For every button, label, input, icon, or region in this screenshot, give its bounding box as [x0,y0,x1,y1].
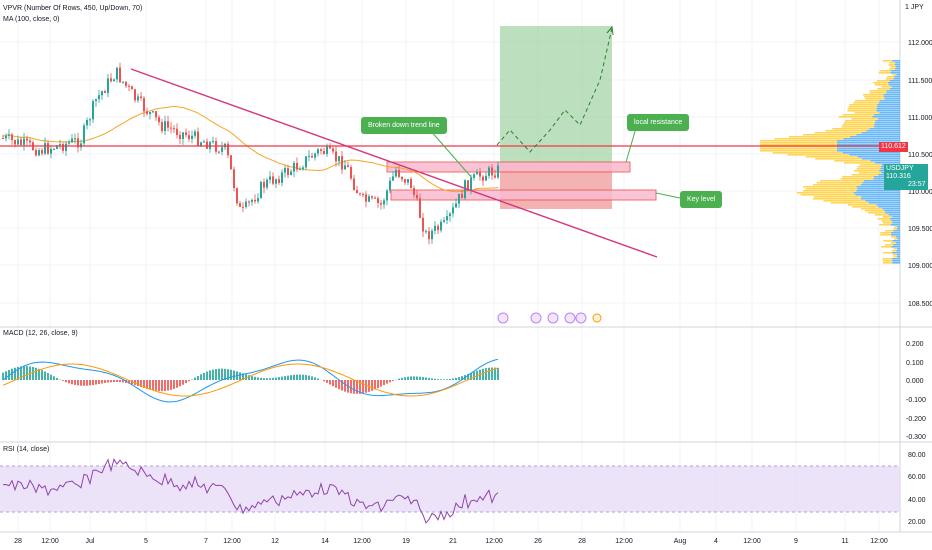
callout-pointer [625,127,637,163]
ma-line[interactable] [2,105,499,193]
time-axis-label: 12:00 [41,538,59,545]
price-axis-label: 110.500 [908,152,932,159]
symbol-label: USDJPY [886,165,914,172]
time-axis-label: 19 [402,538,410,545]
macd-axis-label: 0.000 [906,378,924,385]
time-axis-label: 4 [714,538,718,545]
price-axis-label: 112.000 [908,40,932,47]
macd-line[interactable] [2,358,499,403]
time-axis-label: Aug [674,538,687,545]
rsi-axis-label: 60.00 [908,474,926,481]
price-label: 110.316 [886,173,911,180]
callout-local-resistance[interactable]: local resistance [627,114,690,131]
time-axis[interactable]: 28 12:00 Jul 5 7 12:00 12 14 12:00 19 21 12:00 26 28 1… [14,538,888,545]
macd-histogram [2,366,499,394]
countdown-label: 23:57 [908,181,926,188]
macd-signal-line[interactable] [2,363,499,397]
time-axis-label: 12:00 [743,538,761,545]
resistance-price-tag: 110.612 [879,142,908,152]
event-icons[interactable] [497,312,602,324]
key-level-box[interactable] [390,189,657,201]
time-axis-label: 12 [271,538,279,545]
macd-legend[interactable]: MACD (12, 26, close, 9) [3,330,78,337]
rsi-axis-label: 20.00 [908,519,926,526]
macd-axis[interactable]: 0.200 0.100 0.000 -0.100 -0.200 -0.300 [906,341,926,441]
callout-trend-break[interactable]: Broken down trend line [361,117,447,134]
price-axis-label: 110.000 [908,189,932,196]
price-axis-label: 108.500 [908,301,932,308]
grid-lines [0,0,900,532]
rsi-band [0,466,900,512]
currency-label: 1 JPY [905,4,924,11]
price-axis-label: 111.500 [908,78,932,85]
time-axis-label: 21 [449,538,457,545]
vpvr-legend[interactable]: VPVR (Number Of Rows, 450, Up/Down, 70) [3,5,143,12]
time-axis-label: 5 [144,538,148,545]
macd-axis-label: -0.100 [906,397,926,404]
down-trend-line[interactable] [130,68,658,258]
target-zone[interactable] [500,26,612,164]
time-axis-label: Jul [86,538,95,545]
macd-axis-label: -0.300 [906,434,926,441]
time-axis-label: 12:00 [353,538,371,545]
current-price-tag: USDJPY 110.316 23:57 [884,164,928,190]
macd-axis-label: -0.200 [906,416,926,423]
rsi-axis[interactable]: 80.00 60.00 40.00 20.00 [908,452,926,526]
callout-key-level[interactable]: Key level [680,191,723,208]
price-axis[interactable]: 112.000 111.500 111.000 110.500 110.000 109.5… [908,40,932,308]
price-axis-label: 109.000 [908,263,932,270]
price-axis-label: 111.000 [908,115,932,122]
time-axis-label: 28 [578,538,586,545]
price-axis-label: 109.500 [908,226,932,233]
time-axis-label: 26 [534,538,542,545]
time-axis-label: 11 [841,538,848,545]
time-axis-label: 12:00 [485,538,503,545]
rsi-line[interactable] [2,458,499,524]
rsi-axis-label: 40.00 [908,497,926,504]
rsi-legend[interactable]: RSI (14, close) [3,446,50,453]
macd-axis-label: 0.100 [906,360,924,367]
time-axis-label: 12:00 [615,538,633,545]
callout-pointer [429,129,473,179]
time-axis-label: 14 [321,538,329,545]
time-axis-label: 12:00 [870,538,888,545]
arrow-head-icon [606,25,614,36]
candles [2,62,499,245]
callout-pointer [655,192,681,199]
rsi-axis-label: 80.00 [908,452,926,459]
time-axis-label: 9 [794,538,798,545]
time-axis-label: 12:00 [223,538,241,545]
local-resistance-box[interactable] [386,161,631,173]
macd-axis-label: 0.200 [906,341,924,348]
time-axis-label: 28 [14,538,22,545]
projected-path[interactable] [496,27,613,153]
ma-legend[interactable]: MA (100, close, 0) [3,16,60,23]
time-axis-label: 7 [204,538,208,545]
